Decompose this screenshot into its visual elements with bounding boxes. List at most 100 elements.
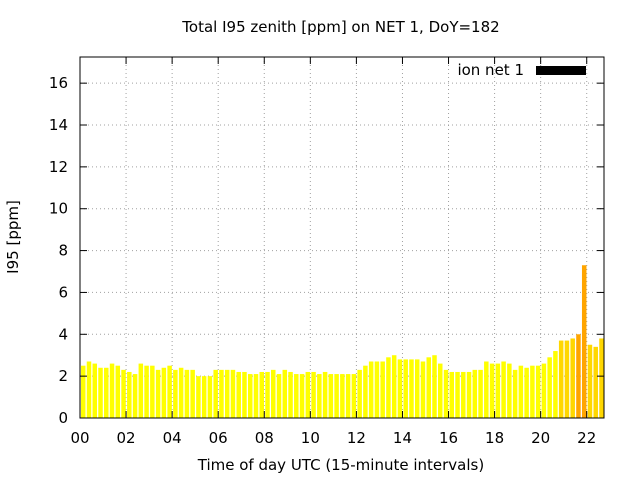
bar [230, 369, 236, 418]
bar [253, 374, 259, 418]
y-tick-label: 8 [58, 242, 68, 260]
bar [547, 357, 552, 418]
bar [599, 338, 604, 418]
bar [564, 340, 570, 418]
bar [121, 369, 126, 418]
bar [86, 361, 92, 418]
bar [155, 369, 161, 418]
bar [461, 371, 466, 418]
bar [213, 369, 218, 418]
x-tick-label: 02 [117, 429, 136, 447]
bar [478, 369, 483, 418]
bar [443, 369, 449, 418]
bar [530, 365, 535, 418]
x-tick-label: 14 [393, 429, 412, 447]
bar [184, 369, 190, 418]
grid [80, 57, 604, 418]
bar [173, 369, 178, 418]
bar [236, 371, 241, 418]
bar [593, 346, 598, 418]
x-tick-label: 00 [70, 429, 89, 447]
bar [340, 374, 345, 418]
bar [495, 363, 501, 418]
legend: ion net 1 [457, 61, 586, 79]
x-tick-label: 06 [209, 429, 228, 447]
bar [265, 371, 270, 418]
bar [380, 361, 385, 418]
bar [271, 369, 276, 418]
bar [524, 367, 529, 418]
x-tick-label: 18 [485, 429, 504, 447]
bar [391, 355, 397, 418]
bar [322, 371, 328, 418]
x-tick-label: 08 [255, 429, 274, 447]
bar [109, 363, 115, 418]
bar [104, 367, 109, 418]
bar [386, 357, 391, 418]
bar [247, 374, 253, 418]
bar [581, 265, 587, 418]
bar [541, 363, 547, 418]
bar [351, 374, 357, 418]
bar [403, 359, 408, 418]
chart-title: Total I95 zenith [ppm] on NET 1, DoY=182 [181, 18, 499, 36]
bar [207, 376, 213, 418]
bar [299, 374, 305, 418]
x-tick-label: 22 [577, 429, 596, 447]
bar [138, 363, 144, 418]
bar [587, 344, 593, 418]
bar [553, 351, 558, 418]
bar [368, 361, 374, 418]
bar [132, 374, 138, 418]
bar [570, 338, 575, 418]
plot-background [80, 57, 604, 418]
bar [190, 369, 195, 418]
bar [115, 365, 121, 418]
bar [518, 365, 524, 418]
bar [535, 365, 541, 418]
bar [414, 359, 420, 418]
bar [409, 359, 414, 418]
y-tick-label: 12 [49, 158, 68, 176]
bar [201, 376, 207, 418]
bar [196, 376, 201, 418]
bar [374, 361, 380, 418]
bar [81, 365, 86, 418]
bar [276, 374, 282, 418]
y-tick-label: 14 [49, 116, 68, 134]
bar [397, 359, 403, 418]
bar [466, 371, 472, 418]
y-tick-label: 10 [49, 200, 68, 218]
plot-frame [79, 56, 605, 419]
bar [455, 371, 460, 418]
y-axis-label: I95 [ppm] [4, 200, 22, 274]
bar [144, 365, 149, 418]
x-tick-label: 20 [531, 429, 550, 447]
bars [81, 265, 604, 418]
bar [438, 363, 443, 418]
bar [512, 369, 518, 418]
x-axis-label: Time of day UTC (15-minute intervals) [197, 456, 484, 474]
bar [98, 367, 103, 418]
bar [328, 374, 334, 418]
bar [127, 371, 132, 418]
bar [426, 357, 431, 418]
bar [484, 361, 489, 418]
bar [242, 371, 247, 418]
bar [432, 355, 437, 418]
y-tick-label: 6 [58, 283, 68, 301]
bar [345, 374, 351, 418]
bar [92, 363, 98, 418]
bar [576, 334, 581, 418]
x-tick-label: 04 [163, 429, 182, 447]
bar [282, 369, 288, 418]
bar [288, 371, 293, 418]
bar [161, 367, 167, 418]
bar [558, 340, 564, 418]
bar [259, 371, 264, 418]
bar [178, 367, 184, 418]
bar [449, 371, 455, 418]
bar [167, 365, 172, 418]
